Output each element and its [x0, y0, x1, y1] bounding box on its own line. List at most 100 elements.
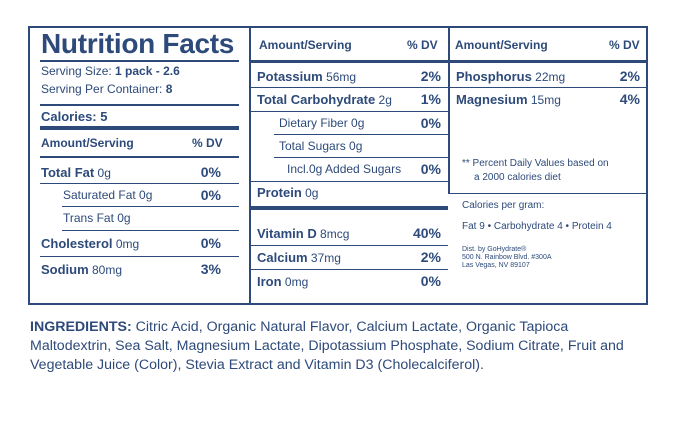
nutrient-dv: 0%: [420, 273, 441, 289]
nutrient-name: Phosphorus: [456, 69, 532, 84]
nutrient-row: Iron 0mg: [257, 274, 308, 289]
cal-per-gram-label: Calories per gram:: [462, 200, 545, 211]
nutrient-row: Protein 0g: [257, 185, 318, 200]
col3-header-dv: % DV: [609, 38, 640, 52]
nutrient-row: Potassium 56mg: [257, 69, 356, 84]
distributor: Dist. by GoHydrate® 500 N. Rainbow Blvd.…: [462, 246, 552, 270]
nutrient-amount: 56mg: [322, 70, 357, 84]
serving-per-container: Serving Per Container: 8: [41, 82, 173, 96]
nutrient-row: Dietary Fiber 0g: [279, 116, 364, 130]
row-rule: [62, 206, 239, 207]
ingredients-text: Citric Acid, Organic Natural Flavor, Cal…: [30, 319, 624, 373]
nutrient-name: Total Carbohydrate: [257, 92, 376, 107]
nutrient-name: Incl.0g Added Sugars: [287, 162, 402, 176]
row-rule: [251, 269, 448, 270]
nutrient-row: Total Fat 0g: [41, 165, 111, 180]
nutrient-row: Saturated Fat 0g: [63, 188, 152, 202]
row-rule: [62, 230, 239, 231]
nutrient-row: Total Sugars 0g: [279, 139, 362, 153]
nutrient-amount: 0mg: [112, 237, 140, 251]
footnote-line1: ** Percent Daily Values based on: [462, 158, 609, 169]
nutrient-name: Potassium: [257, 69, 323, 84]
row-rule: [274, 157, 448, 158]
nutrient-name: Protein: [257, 185, 302, 200]
dist-line3: Las Vegas, NV 89107: [462, 262, 530, 269]
calories: Calories: 5: [41, 109, 108, 124]
nutrient-name: Calcium: [257, 250, 308, 265]
col3-header-amount: Amount/Serving: [455, 38, 548, 52]
nutrient-amount: 37mg: [307, 251, 341, 265]
nutrient-row: Sodium 80mg: [41, 262, 122, 277]
row-rule: [274, 134, 448, 135]
nutrient-amount: 0g: [135, 188, 153, 202]
footnote-line2: a 2000 calories diet: [474, 172, 561, 183]
nutrition-title: Nutrition Facts: [41, 28, 235, 59]
nutrient-row: Trans Fat 0g: [63, 211, 131, 225]
row-rule: [251, 181, 448, 182]
nutrient-dv: 0%: [420, 115, 441, 131]
nutrient-amount: 0g: [113, 211, 131, 225]
col1-header-amount: Amount/Serving: [41, 136, 134, 150]
nutrient-name: Saturated Fat: [63, 188, 136, 202]
nutrient-amount: 0g: [94, 166, 111, 180]
row-rule: [251, 245, 448, 246]
col1-header-rule: [40, 156, 239, 158]
ingredients: INGREDIENTS: Citric Acid, Organic Natura…: [30, 318, 650, 375]
nutrient-dv: 0%: [420, 161, 441, 177]
col2-header-rule: [251, 60, 448, 63]
ingredients-label: INGREDIENTS:: [30, 319, 132, 335]
nutrient-name: Dietary Fiber: [279, 116, 348, 130]
nutrient-amount: 80mg: [88, 263, 123, 277]
serving-size: Serving Size: 1 pack - 2.6: [41, 64, 180, 78]
row-rule: [251, 87, 448, 88]
nutrient-row: Phosphorus 22mg: [456, 69, 565, 84]
nutrient-amount: 15mg: [527, 93, 561, 107]
nutrient-amount: 22mg: [531, 70, 566, 84]
nutrient-name: Trans Fat: [63, 211, 114, 225]
nutrient-amount: 0g: [347, 116, 365, 130]
col2-header-amount: Amount/Serving: [259, 38, 352, 52]
divider-col2: [448, 28, 450, 194]
row-rule: [40, 183, 239, 184]
col2-header-dv: % DV: [407, 38, 438, 52]
divider-col1: [249, 28, 251, 303]
col1-header-dv: % DV: [192, 136, 223, 150]
nutrient-name: Magnesium: [456, 92, 528, 107]
nutrient-dv: 40%: [412, 225, 441, 241]
nutrient-amount: 0g: [301, 186, 319, 200]
calories-rule-bottom: [40, 126, 239, 130]
nutrient-dv: 0%: [200, 164, 221, 180]
nutrient-name: Cholesterol: [41, 236, 113, 251]
nutrient-name: Vitamin D: [257, 226, 317, 241]
nutrient-row: Magnesium 15mg: [456, 92, 561, 107]
nutrient-amount: 2g: [375, 93, 392, 107]
col3-header-rule: [450, 60, 646, 63]
nutrient-dv: 0%: [200, 187, 221, 203]
dist-line1: Dist. by GoHydrate®: [462, 246, 527, 253]
title-rule: [40, 60, 239, 62]
nutrient-dv: 0%: [200, 235, 221, 251]
nutrient-name: Total Sugars: [279, 139, 346, 153]
footnote-rule: [450, 193, 646, 194]
row-rule: [40, 256, 239, 257]
nutrient-row: Cholesterol 0mg: [41, 236, 139, 251]
row-rule: [251, 111, 448, 112]
nutrient-dv: 2%: [619, 68, 640, 84]
nutrient-row: Calcium 37mg: [257, 250, 341, 265]
col2-mid-rule: [251, 206, 448, 210]
nutrient-amount: 8mcg: [316, 227, 350, 241]
nutrient-amount: 0g: [345, 139, 363, 153]
row-rule: [450, 87, 646, 88]
nutrient-name: Sodium: [41, 262, 89, 277]
nutrient-name: Iron: [257, 274, 282, 289]
dist-line2: 500 N. Rainbow Blvd. #300A: [462, 254, 552, 261]
nutrient-dv: 4%: [619, 91, 640, 107]
nutrient-dv: 3%: [200, 261, 221, 277]
nutrition-panel: Nutrition Facts Serving Size: 1 pack - 2…: [28, 26, 648, 305]
nutrient-row: Incl.0g Added Sugars: [287, 162, 401, 176]
nutrient-amount: 0mg: [281, 275, 309, 289]
cal-per-gram-values: Fat 9 • Carbohydrate 4 • Protein 4: [462, 221, 612, 232]
calories-rule-top: [40, 104, 239, 106]
nutrient-row: Vitamin D 8mcg: [257, 226, 349, 241]
nutrient-dv: 1%: [420, 91, 441, 107]
